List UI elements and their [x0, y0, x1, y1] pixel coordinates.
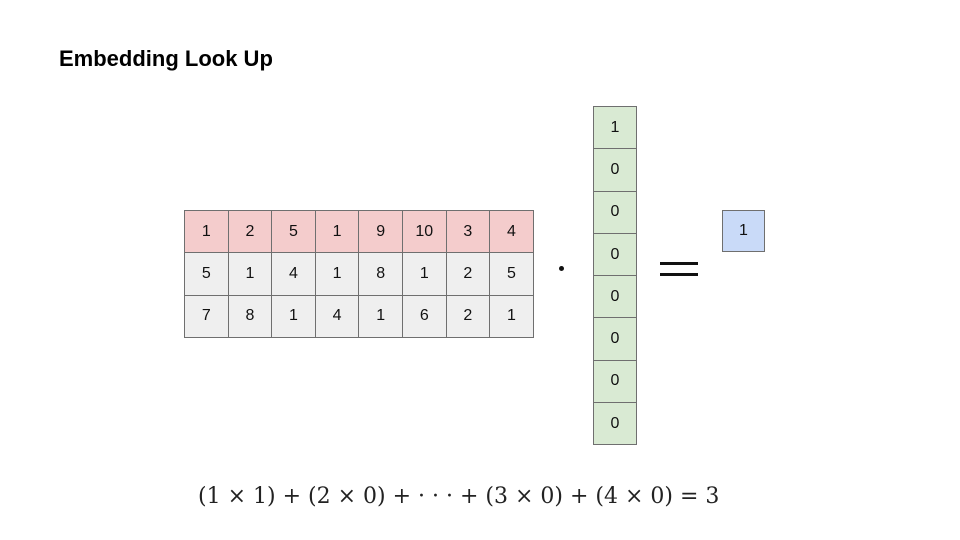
matrix-cell: 5: [185, 253, 229, 296]
matrix-cell: 6: [402, 295, 447, 338]
formula: (1 × 1) + (2 × 0) + · · · + (3 × 0) + (4…: [198, 484, 720, 509]
matrix-cell: 1: [402, 253, 447, 296]
dot-product-operator: [559, 266, 564, 271]
embedding-matrix: 1 2 5 1 9 10 3 4 5 1 4 1 8 1 2 5 7 8 1 4…: [184, 210, 534, 338]
vector-cell: 0: [594, 360, 637, 404]
vector-cell: 0: [594, 191, 637, 234]
matrix-cell: 2: [228, 211, 273, 254]
vector-cell: 0: [594, 318, 637, 361]
matrix-cell: 1: [315, 253, 360, 296]
matrix-cell: 8: [228, 295, 273, 338]
matrix-cell: 4: [315, 295, 360, 338]
matrix-cell: 1: [185, 211, 229, 254]
matrix-cell: 3: [446, 211, 491, 254]
vector-cell: 0: [594, 276, 637, 319]
slide-title: Embedding Look Up: [59, 46, 273, 71]
matrix-cell: 2: [446, 253, 491, 296]
matrix-cell: 9: [359, 211, 403, 254]
matrix-cell: 4: [490, 211, 534, 254]
matrix-cell: 2: [446, 295, 491, 338]
matrix-cell: 1: [359, 295, 403, 338]
vector-cell: 0: [594, 149, 637, 192]
matrix-cell: 5: [272, 211, 316, 254]
vector-cell: 0: [594, 403, 637, 446]
matrix-cell: 1: [490, 295, 534, 338]
vector-cell: 1: [594, 107, 637, 150]
matrix-cell: 1: [315, 211, 360, 254]
one-hot-vector: 1 0 0 0 0 0 0 0: [593, 106, 637, 446]
result-cell: 1: [722, 210, 765, 252]
matrix-cell: 4: [272, 253, 316, 296]
matrix-cell: 5: [490, 253, 534, 296]
vector-cell: 0: [594, 233, 637, 277]
equals-sign: [660, 262, 698, 276]
matrix-cell: 10: [402, 211, 447, 254]
matrix-cell: 8: [359, 253, 403, 296]
matrix-cell: 7: [185, 295, 229, 338]
matrix-cell: 1: [228, 253, 273, 296]
matrix-cell: 1: [272, 295, 316, 338]
